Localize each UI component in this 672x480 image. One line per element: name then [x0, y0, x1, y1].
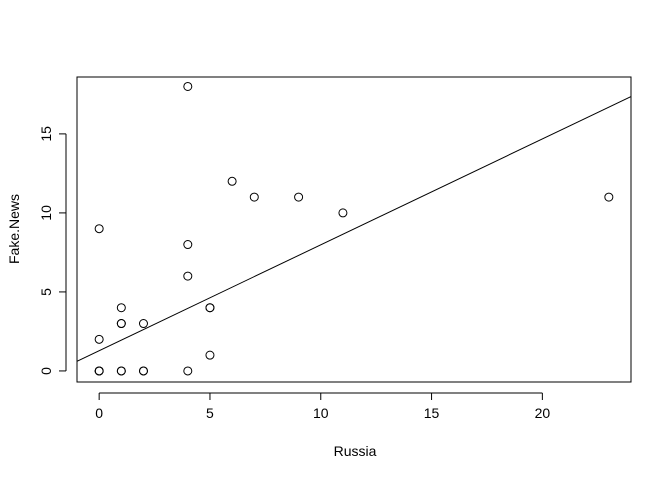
x-tick-label: 10: [313, 405, 329, 421]
data-point: [138, 319, 148, 329]
y-tick-label: 5: [38, 288, 54, 296]
data-point: [94, 366, 104, 376]
data-point: [338, 208, 348, 218]
data-point: [94, 334, 104, 344]
data-point: [183, 366, 193, 376]
regression-line: [77, 96, 631, 362]
data-point: [183, 271, 193, 281]
data-point: [294, 192, 304, 202]
y-tick-label: 10: [38, 205, 54, 221]
y-tick-label: 0: [38, 367, 54, 375]
data-point: [183, 240, 193, 250]
regression-line-group: [77, 96, 631, 362]
data-point: [183, 81, 193, 91]
y-tick-label: 15: [38, 126, 54, 142]
data-point: [205, 303, 215, 313]
y-axis-label: Fake.News: [6, 194, 22, 264]
x-tick-label: 0: [95, 405, 103, 421]
data-point: [227, 176, 237, 186]
data-point: [249, 192, 259, 202]
x-tick-label: 20: [535, 405, 551, 421]
data-points: [94, 81, 614, 376]
data-point: [116, 366, 126, 376]
x-tick-label: 15: [424, 405, 440, 421]
data-point: [205, 350, 215, 360]
plot-frame: [76, 76, 632, 383]
data-point: [604, 192, 614, 202]
data-point: [116, 319, 126, 329]
axes: 0 5 10 15 20 0 5 10 15: [38, 76, 632, 421]
data-point: [94, 224, 104, 234]
data-point: [138, 366, 148, 376]
x-tick-label: 5: [206, 405, 214, 421]
data-point: [116, 303, 126, 313]
x-axis-label: Russia: [334, 443, 377, 459]
